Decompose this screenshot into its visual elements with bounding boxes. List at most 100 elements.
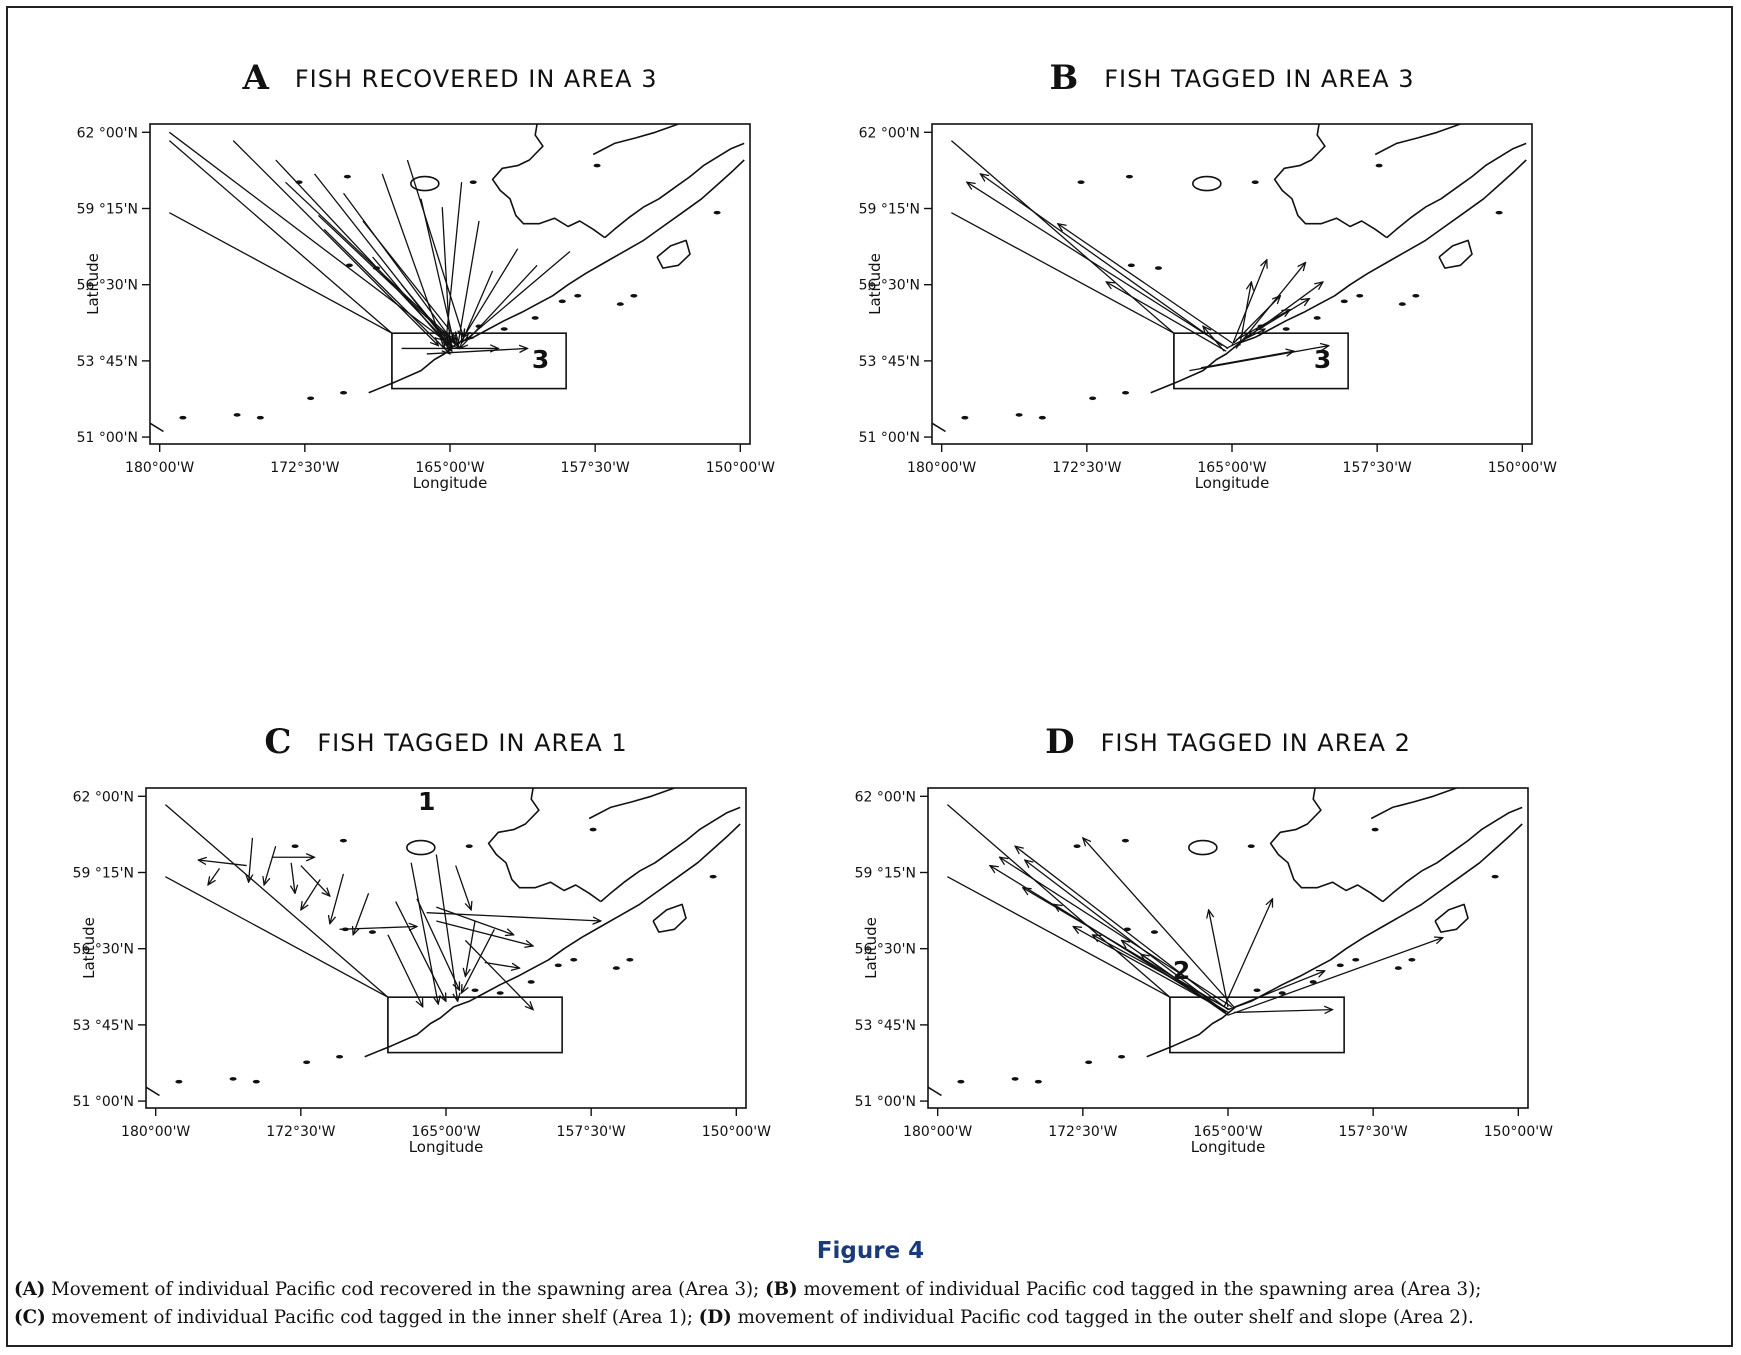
panel-c-xtick-label: 157°30'W bbox=[557, 1124, 626, 1140]
panel-d-plot-frame bbox=[927, 787, 1529, 1109]
panel-d-area-label: 2 bbox=[1173, 956, 1190, 985]
panel-a-xtick-label: 172°30'W bbox=[270, 460, 339, 476]
island bbox=[1150, 930, 1158, 934]
movement-arrow bbox=[301, 879, 321, 909]
panel-d-ylabel: Latitude bbox=[862, 917, 880, 979]
movement-arrow bbox=[1058, 224, 1233, 344]
island bbox=[1251, 180, 1259, 184]
coastline bbox=[932, 422, 946, 433]
panel-b-ytick-label: 53 °45'N bbox=[859, 354, 920, 370]
movement-arrow bbox=[401, 284, 452, 346]
coastline bbox=[1438, 239, 1473, 269]
coastline bbox=[487, 788, 602, 903]
island bbox=[1011, 1077, 1019, 1081]
island bbox=[500, 327, 508, 331]
movement-arrow bbox=[436, 906, 513, 935]
island bbox=[574, 293, 582, 298]
panel-c-letter: C bbox=[264, 722, 292, 762]
coastline bbox=[1386, 142, 1527, 239]
panel-d-xtick-label: 150°00'W bbox=[1484, 1124, 1553, 1140]
island bbox=[1125, 174, 1133, 179]
movement-arrow bbox=[1231, 260, 1267, 346]
panel-b-title: B FISH TAGGED IN AREA 3 bbox=[822, 58, 1642, 98]
island bbox=[961, 415, 969, 420]
panel-b-ytick-label: 51 °00'N bbox=[859, 430, 920, 446]
movement-arrow bbox=[441, 207, 450, 346]
stratum-boundary bbox=[951, 212, 1175, 334]
movement-arrow bbox=[465, 920, 476, 976]
island bbox=[229, 1077, 237, 1081]
panel-d-ytick-label: 56 °30'N bbox=[855, 942, 916, 958]
island bbox=[1085, 1060, 1093, 1065]
island bbox=[307, 396, 315, 401]
panel-a-xtick-label: 150°00'W bbox=[706, 460, 775, 476]
coastline bbox=[364, 823, 741, 1058]
island bbox=[612, 966, 620, 970]
movement-arrow bbox=[980, 174, 1223, 347]
panel-d-map: 62 °00'N 59 °15'N 56 °30'N 53 °45'N 51 °00'N… bbox=[855, 787, 1553, 1156]
island bbox=[709, 874, 717, 879]
coastline bbox=[928, 1086, 942, 1097]
panel-b-plot-frame bbox=[931, 123, 1533, 445]
island bbox=[1313, 316, 1321, 320]
panel-b-title-text: FISH TAGGED IN AREA 3 bbox=[1104, 65, 1415, 93]
movement-arrow bbox=[464, 939, 533, 1009]
coastline bbox=[604, 142, 745, 239]
panel-c-plot-frame bbox=[145, 787, 747, 1109]
island bbox=[1495, 210, 1503, 215]
coastline bbox=[1146, 823, 1523, 1058]
movement-arrow bbox=[208, 867, 221, 885]
panel-c-ytick-label: 51 °00'N bbox=[73, 1094, 134, 1110]
island bbox=[531, 316, 539, 320]
caption-letter-c: (C) bbox=[14, 1307, 46, 1328]
island bbox=[233, 413, 241, 417]
island bbox=[1309, 980, 1317, 984]
panel-a-xtick-label: 180°00'W bbox=[125, 460, 194, 476]
panel-c-ytick-label: 53 °45'N bbox=[73, 1018, 134, 1034]
panel-a-ylabel: Latitude bbox=[84, 253, 102, 315]
movement-arrow bbox=[1233, 1010, 1333, 1013]
island bbox=[1073, 844, 1081, 848]
panel-c-area-label: 1 bbox=[418, 787, 435, 816]
panel-c-ytick-label: 56 °30'N bbox=[73, 942, 134, 958]
panel-d-letter: D bbox=[1045, 722, 1075, 762]
movement-arrow bbox=[1000, 857, 1233, 1008]
movement-arrow bbox=[1235, 310, 1290, 341]
island bbox=[336, 1054, 344, 1059]
panel-d-xtick-label: 172°30'W bbox=[1048, 1124, 1117, 1140]
panel-c-xtick-label: 165°00'W bbox=[411, 1124, 480, 1140]
movement-arrow bbox=[416, 898, 460, 990]
panel-a-map-area bbox=[150, 124, 745, 433]
movement-arrow bbox=[1083, 838, 1235, 1008]
panel-b-xtick-label: 172°30'W bbox=[1052, 460, 1121, 476]
movement-arrow bbox=[330, 873, 345, 924]
caption-text-d: movement of individual Pacific cod tagge… bbox=[731, 1307, 1474, 1328]
island bbox=[1127, 263, 1135, 268]
caption-text-b: movement of individual Pacific cod tagge… bbox=[797, 1279, 1482, 1300]
movement-arrow bbox=[291, 862, 295, 893]
panel-b-area-label: 3 bbox=[1314, 345, 1331, 374]
panel-a-xtick-label: 165°00'W bbox=[415, 460, 484, 476]
island bbox=[527, 980, 535, 984]
panel-c-xtick-label: 172°30'W bbox=[266, 1124, 335, 1140]
movement-arrow bbox=[1203, 326, 1225, 352]
panel-b-letter: B bbox=[1049, 58, 1079, 98]
island bbox=[1253, 988, 1261, 993]
panel-a-ytick-label: 56 °30'N bbox=[77, 278, 138, 294]
island bbox=[1371, 827, 1379, 832]
panel-c-xtick-label: 180°00'W bbox=[121, 1124, 190, 1140]
stratum-boundary bbox=[169, 212, 393, 334]
area-box bbox=[391, 332, 567, 390]
island bbox=[626, 957, 634, 962]
movement-arrow bbox=[1093, 935, 1231, 1011]
island bbox=[558, 299, 566, 304]
coastline bbox=[592, 124, 679, 156]
movement-arrow bbox=[198, 860, 247, 867]
figure-caption: (A) Movement of individual Pacific cod r… bbox=[14, 1276, 1730, 1332]
movement-arrow bbox=[343, 192, 454, 343]
panel-b-ytick-label: 56 °30'N bbox=[859, 278, 920, 294]
coastline bbox=[1382, 806, 1523, 903]
island bbox=[1089, 396, 1097, 401]
island bbox=[1247, 844, 1255, 848]
island bbox=[957, 1079, 965, 1084]
